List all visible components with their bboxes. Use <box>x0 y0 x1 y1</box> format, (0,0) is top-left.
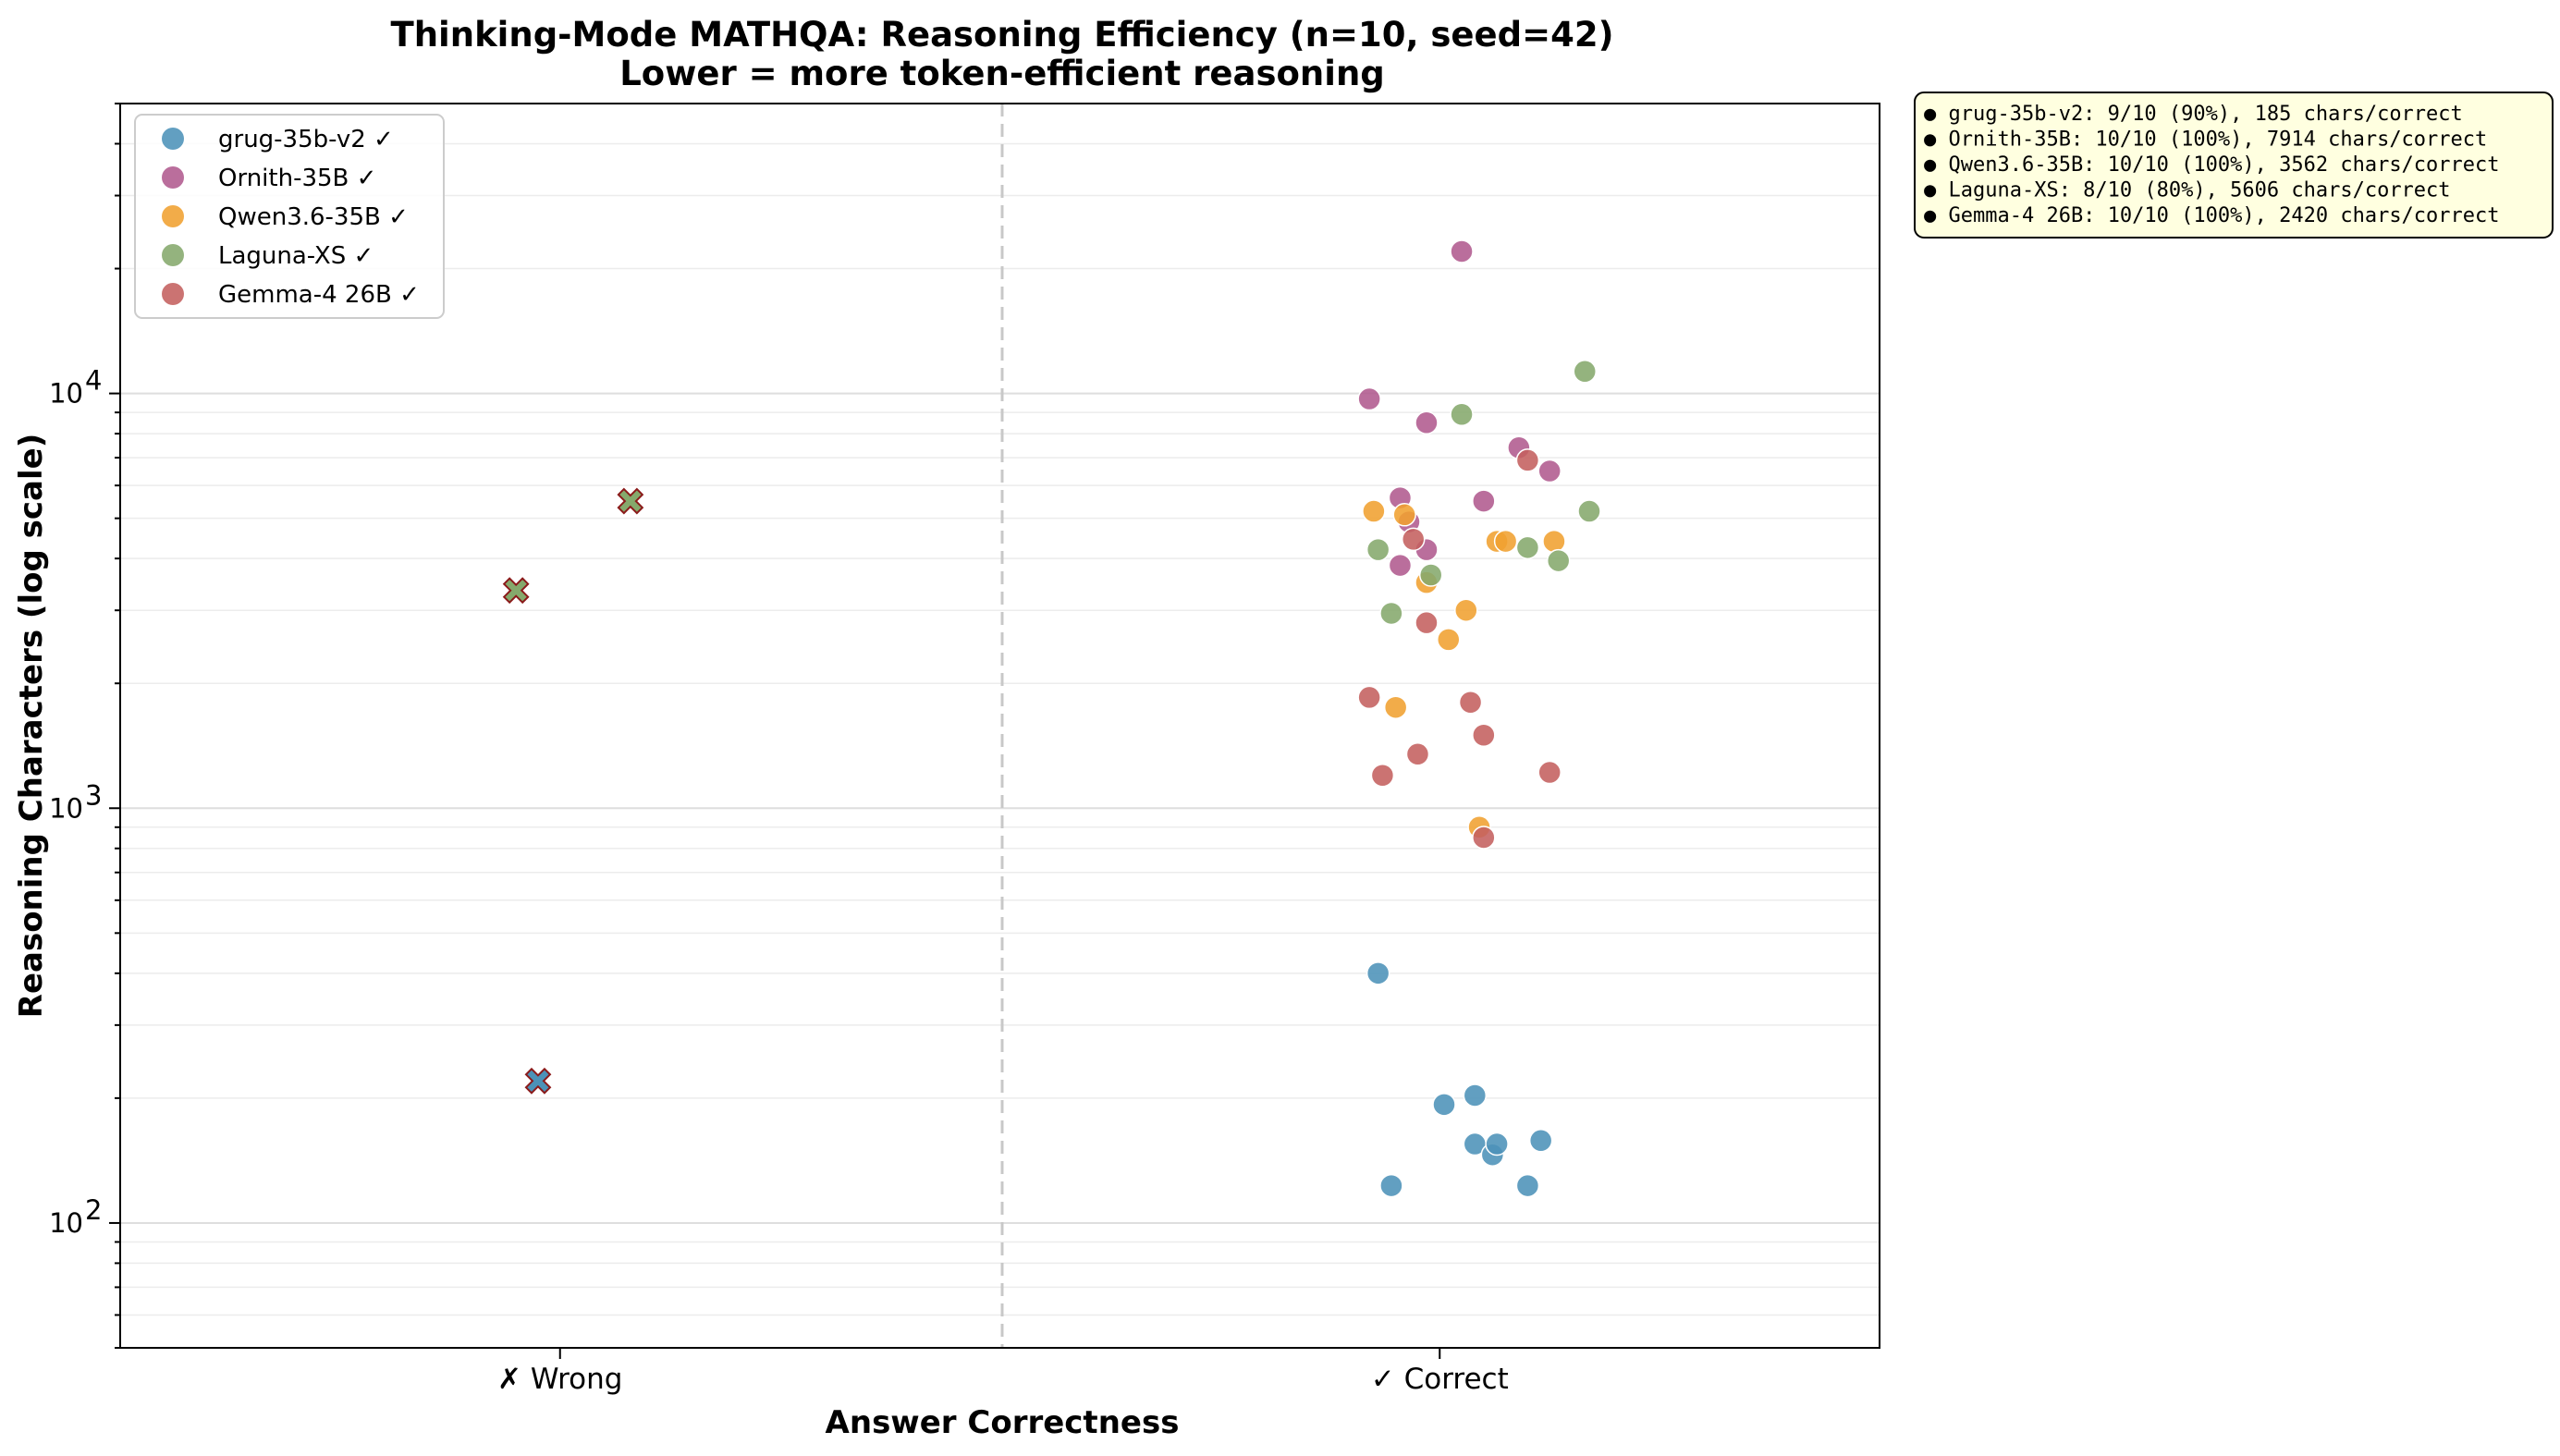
legend-label: Laguna-XS ✓ <box>218 242 374 270</box>
correct-point <box>1401 527 1426 552</box>
correct-point <box>1458 690 1483 715</box>
correct-point <box>1357 386 1381 411</box>
correct-point <box>1546 548 1571 573</box>
x-tick-label: ✓ Correct <box>1371 1363 1509 1396</box>
legend-label: grug-35b-v2 ✓ <box>218 126 394 153</box>
x-axis-label: Answer Correctness <box>826 1404 1180 1441</box>
correct-point <box>1362 499 1386 523</box>
correct-point <box>1383 695 1408 719</box>
chart-subtitle: Lower = more token-efficient reasoning <box>619 54 1385 93</box>
legend-marker <box>162 283 184 305</box>
y-tick-exponent: 3 <box>85 779 102 811</box>
correct-point <box>1370 763 1395 788</box>
chart-title: Thinking-Mode MATHQA: Reasoning Efficien… <box>390 15 1613 55</box>
legend: grug-35b-v2 ✓ Ornith-35B ✓ Qwen3.6-35B ✓ La… <box>134 114 445 319</box>
y-tick-exponent: 2 <box>85 1194 102 1226</box>
correct-point <box>1454 598 1478 622</box>
correct-point <box>1366 537 1390 562</box>
correct-point <box>1418 563 1443 587</box>
plot-frame <box>119 103 1880 1349</box>
wrong-point-marker <box>502 577 530 605</box>
wrong-point-marker <box>524 1067 552 1095</box>
grid-lines <box>120 103 1880 1349</box>
legend-marker <box>162 205 184 227</box>
x-axis-ticks: ✗ Wrong ✓ Correct <box>497 1348 1509 1396</box>
correct-point <box>1405 742 1430 766</box>
correct-point <box>1493 529 1518 554</box>
correct-point <box>1450 402 1474 427</box>
correct-point <box>1357 685 1381 710</box>
stats-line: ● grug-35b-v2: 9/10 (90%), 185 chars/cor… <box>1924 103 2463 126</box>
correct-point <box>1432 1093 1456 1117</box>
x-tick-label: ✗ Wrong <box>497 1363 622 1396</box>
y-tick-label: 10 <box>49 1207 83 1239</box>
correct-point <box>1450 239 1474 263</box>
stats-box-frame <box>1914 92 2554 239</box>
correct-point <box>1515 1173 1540 1198</box>
correct-point <box>1366 961 1390 985</box>
correct-point <box>1485 1132 1509 1156</box>
correct-point <box>1472 489 1496 513</box>
legend-box <box>134 114 445 319</box>
correct-point <box>1537 459 1562 483</box>
correct-point <box>1573 360 1597 384</box>
correct-point <box>1463 1083 1488 1107</box>
correct-point <box>1542 529 1566 554</box>
correct-point <box>1515 448 1540 472</box>
correct-point <box>1577 499 1601 523</box>
correct-point <box>1379 1173 1403 1198</box>
y-tick-label: 10 <box>49 792 83 824</box>
correct-point <box>1392 503 1416 527</box>
y-tick-label: 10 <box>49 378 83 410</box>
correct-point <box>1472 826 1496 850</box>
correct-point <box>1528 1129 1553 1153</box>
wrong-point-marker <box>617 487 644 515</box>
correct-point <box>1415 610 1439 635</box>
correct-point <box>1415 410 1439 435</box>
y-tick-exponent: 4 <box>85 365 102 397</box>
stats-box: ● grug-35b-v2: 9/10 (90%), 185 chars/cor… <box>1914 92 2554 239</box>
stats-line: ● Ornith-35B: 10/10 (100%), 7914 chars/c… <box>1924 128 2487 152</box>
stats-line: ● Qwen3.6-35B: 10/10 (100%), 3562 chars/… <box>1924 153 2500 177</box>
stats-line: ● Gemma-4 26B: 10/10 (100%), 2420 chars/… <box>1924 204 2500 227</box>
data-points <box>502 239 1601 1198</box>
legend-label: Gemma-4 26B ✓ <box>218 281 420 309</box>
legend-marker <box>162 166 184 189</box>
legend-label: Qwen3.6-35B ✓ <box>218 203 409 231</box>
correct-point <box>1515 535 1540 560</box>
correct-point <box>1472 723 1496 748</box>
correct-point <box>1388 553 1413 578</box>
legend-marker <box>162 128 184 150</box>
legend-marker <box>162 244 184 266</box>
stats-line: ● Laguna-XS: 8/10 (80%), 5606 chars/corr… <box>1924 179 2451 202</box>
correct-point <box>1537 760 1562 785</box>
legend-label: Ornith-35B ✓ <box>218 165 376 192</box>
correct-point <box>1379 601 1403 626</box>
y-axis-label: Reasoning Characters (log scale) <box>13 434 50 1018</box>
correct-point <box>1437 628 1461 652</box>
